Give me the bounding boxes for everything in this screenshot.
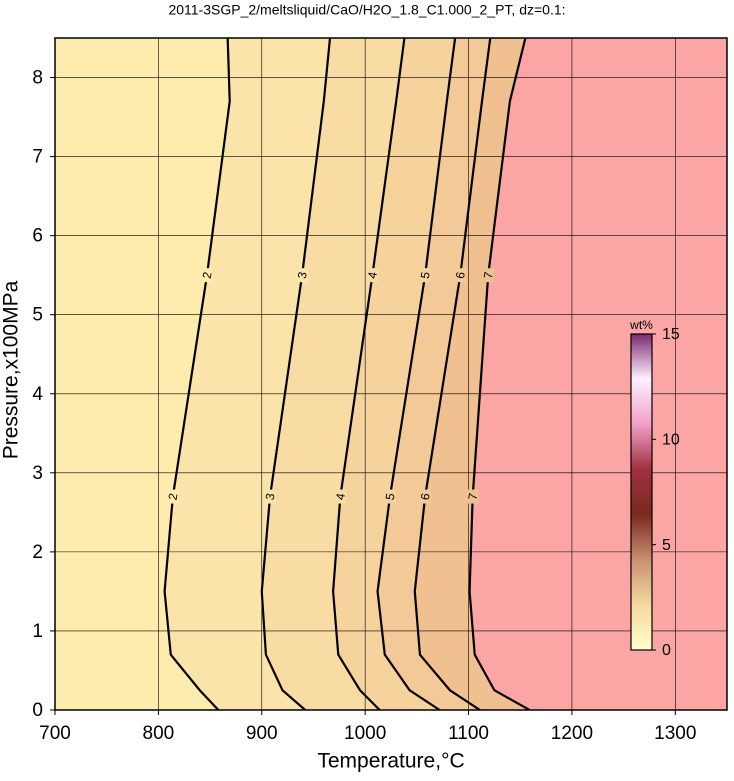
contour-label: 7 — [481, 270, 496, 279]
x-tick-label: 1300 — [654, 723, 696, 744]
x-tick-label: 900 — [246, 723, 278, 744]
x-tick-label: 1000 — [344, 723, 386, 744]
colorbar-tick-label: 15 — [662, 326, 680, 343]
contour-line — [413, 38, 492, 710]
chart-title: 2011-3SGP_2/meltsliquid/CaO/H2O_1.8_C1.0… — [168, 2, 565, 18]
colorbar — [630, 333, 653, 651]
plot-area: 2 2 3 3 4 4 5 5 6 6 7 7 — [55, 38, 727, 710]
contour-label: 3 — [295, 270, 310, 279]
y-tick-label: 2 — [32, 542, 43, 563]
colorbar-tick-label: 0 — [662, 642, 671, 659]
contour-line — [260, 38, 332, 710]
x-tick-label: 700 — [39, 723, 71, 744]
contour-label: 4 — [365, 270, 380, 279]
contour-label-bg — [264, 489, 277, 504]
contour-label: 5 — [383, 492, 398, 501]
y-axis-label: Pressure,x100MPa — [0, 280, 23, 459]
contour-label-bg — [296, 268, 309, 283]
colorbar-tick-label: 10 — [662, 432, 680, 449]
contour-label-bg — [419, 489, 432, 504]
contour-line — [163, 38, 231, 710]
contour-label-bg — [383, 489, 396, 504]
y-tick-label: 6 — [32, 226, 43, 247]
contour-label: 6 — [418, 492, 433, 501]
contour-label: 6 — [453, 270, 468, 279]
colorbar-label: wt% — [629, 318, 653, 332]
contour-line — [332, 38, 406, 710]
contour-label: 4 — [333, 492, 348, 501]
y-tick-label: 0 — [32, 700, 43, 721]
contour-label-bg — [366, 268, 379, 283]
y-tick-label: 3 — [32, 463, 43, 484]
x-tick-label: 1100 — [448, 723, 489, 744]
y-tick-label: 8 — [32, 68, 43, 89]
contour-line — [376, 38, 457, 710]
contour-label-bg — [466, 489, 479, 504]
contour-label: 2 — [166, 492, 181, 501]
y-tick-label: 5 — [32, 305, 43, 326]
contour-label: 7 — [465, 492, 480, 501]
y-tick-label: 1 — [32, 621, 43, 642]
contour-fill — [55, 38, 230, 710]
contour-label-bg — [200, 268, 213, 283]
contour-label-bg — [482, 268, 495, 283]
contour-label: 5 — [418, 270, 433, 279]
contour-line — [468, 38, 531, 710]
contour-label: 3 — [263, 492, 278, 501]
x-tick-label: 800 — [143, 723, 175, 744]
overlay: 700 800 900 1000 1100 1200 1300 0 1 2 3 4 5 6 7 8 wt% 0 5 1… — [32, 37, 728, 744]
x-axis-label: Temperature,°C — [317, 750, 464, 773]
colorbar-tick-label: 5 — [662, 537, 671, 554]
y-tick-label: 7 — [32, 147, 43, 168]
contour-label-bg — [419, 268, 432, 283]
contour-label-bg — [454, 268, 467, 283]
x-tick-label: 1200 — [551, 723, 593, 744]
contour-label-bg — [166, 489, 179, 504]
plot-frame — [54, 37, 728, 711]
contour-label-bg — [334, 489, 347, 504]
y-tick-label: 4 — [32, 384, 43, 405]
contour-label: 2 — [200, 270, 215, 279]
